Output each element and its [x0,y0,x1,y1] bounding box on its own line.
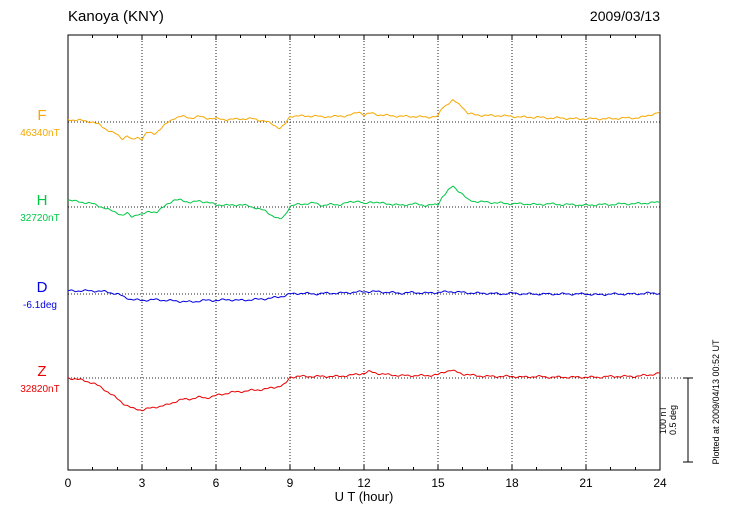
scale-bar-label: 100 nT [658,405,668,434]
x-tick-label: 24 [653,476,667,490]
scale-bar-label: 0.5 deg [668,405,678,435]
trace-Z [67,369,661,412]
x-tick-label: 6 [213,476,220,490]
x-tick-label: 9 [287,476,294,490]
trace-H [67,185,661,220]
x-tick-label: 3 [139,476,146,490]
x-tick-label: 12 [357,476,371,490]
trace-F [67,99,661,141]
station-title: Kanoya (KNY) [68,8,164,25]
series-value-D: -6.1deg [23,300,57,311]
trace-D [67,289,661,303]
x-tick-label: 21 [579,476,593,490]
series-label-H: H [37,192,48,209]
series-label-Z: Z [37,363,46,380]
x-axis-label: U T (hour) [335,489,394,504]
x-tick-label: 0 [65,476,72,490]
x-tick-label: 15 [431,476,445,490]
plot-note: Plotted at 2009/04/13 00:52 UT [711,339,721,465]
series-value-Z: 32820nT [20,384,59,395]
series-value-H: 32720nT [20,213,59,224]
x-tick-label: 18 [505,476,519,490]
series-label-F: F [37,107,46,124]
plot-date: 2009/03/13 [589,8,660,24]
series-label-D: D [37,279,48,296]
series-value-F: 46340nT [20,128,59,139]
